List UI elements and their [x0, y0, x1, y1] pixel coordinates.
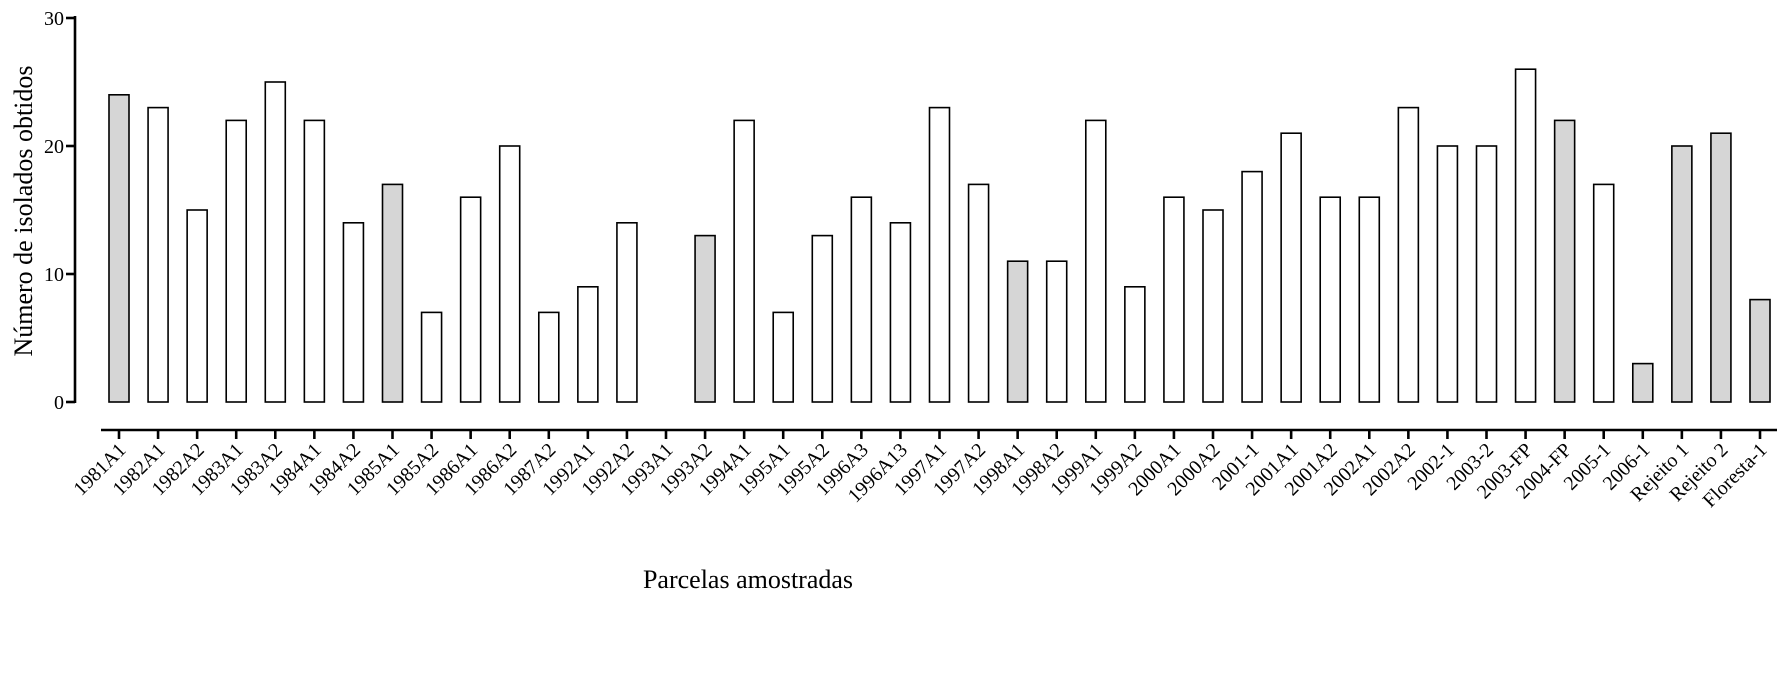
bar-rejeito-2	[1710, 132, 1732, 403]
y-tick-label: 0	[54, 392, 64, 414]
x-ticks: 1981A11982A11982A21983A11983A21984A11984…	[69, 430, 1772, 512]
y-axis: 0 10 20 30	[44, 8, 77, 414]
bar-2001-1	[1241, 170, 1263, 403]
bar-2003-fp	[1514, 68, 1537, 403]
bar-1987a2	[537, 311, 560, 403]
bar-2000a1	[1163, 196, 1185, 403]
bar-1982a2	[186, 209, 208, 403]
bar-1994a1	[733, 119, 755, 403]
bar-1985a1	[381, 183, 404, 403]
bar-2001a2	[1319, 196, 1342, 403]
bar-1984a2	[342, 222, 365, 403]
x-axis: 1981A11982A11982A21983A11983A21984A11984…	[69, 428, 1777, 512]
bar-1992a1	[577, 285, 599, 403]
bar-1997a2	[967, 183, 990, 403]
bar-1992a2	[616, 222, 638, 403]
bar-1983a2	[264, 81, 287, 403]
bar-2006-1	[1631, 362, 1654, 403]
bar-1985a2	[420, 311, 443, 403]
y-tick-label: 30	[44, 8, 64, 30]
bar-2005-1	[1592, 183, 1615, 403]
bar-2001a1	[1280, 132, 1302, 403]
y-ticks: 0 10 20 30	[44, 8, 75, 414]
bar-1995a2	[811, 234, 834, 403]
bar-1996a3	[850, 196, 873, 403]
bar-1996a13	[889, 222, 912, 403]
bar-1981a1	[108, 94, 130, 403]
bar-rejeito-1	[1671, 145, 1693, 403]
bar-1983a1	[225, 119, 248, 403]
bar-2002a2	[1397, 106, 1420, 403]
bar-2000a2	[1202, 209, 1224, 403]
x-axis-title: Parcelas amostradas	[643, 565, 853, 594]
bar-1998a2	[1045, 260, 1068, 403]
bar-1999a2	[1124, 285, 1146, 403]
y-axis-title: Número de isolados obtidos	[9, 65, 38, 356]
bar-2004-fp	[1553, 119, 1576, 403]
bar-2002a1	[1358, 196, 1381, 403]
bar-1998a1	[1006, 260, 1029, 403]
bar-2003-2	[1475, 145, 1498, 403]
bar-1986a1	[459, 196, 482, 403]
y-tick-label: 10	[44, 264, 64, 286]
bar-1995a1	[772, 311, 795, 403]
bar-1999a1	[1084, 119, 1107, 403]
bar-2002-1	[1436, 145, 1459, 403]
bar-1997a1	[928, 106, 951, 403]
bar-1986a2	[498, 145, 521, 403]
y-tick-label: 20	[44, 136, 64, 158]
bar-1982a1	[147, 106, 169, 403]
bar-1993a2	[694, 234, 716, 403]
bar-floresta-1	[1749, 298, 1771, 403]
bar-1984a1	[303, 119, 326, 403]
bars-group	[108, 68, 1771, 403]
